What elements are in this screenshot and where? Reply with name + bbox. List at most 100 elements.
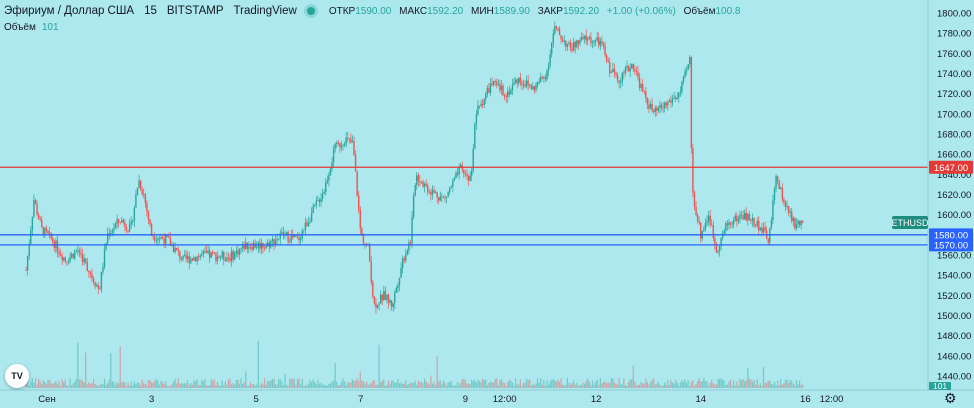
symbol-name[interactable]: Эфириум / Доллар США [4,5,135,17]
volume-axis-label: 101 [933,381,947,391]
volume-bar [646,381,649,388]
candle-body [376,305,379,308]
volume-legend-value: 101 [41,22,59,33]
volume-bar [161,381,164,388]
volume-bar [257,340,259,388]
volume-bar [63,382,65,388]
volume-bar [645,378,647,388]
candle-body [241,244,244,249]
horizontal-lines[interactable] [0,166,928,246]
volume-bar [85,352,87,388]
volume-bar [389,383,391,388]
candle-body [439,196,441,201]
volume-legend[interactable]: Объём 101 [4,22,59,33]
volume-bar [692,380,694,388]
price-tag-1580.00 [929,228,973,242]
volume-bar [227,379,230,388]
volume-bar [643,383,645,388]
volume-bar [574,384,576,388]
volume-bar [769,380,771,388]
candle-body [56,240,59,252]
candle-body [309,221,311,223]
candle-body [33,200,35,217]
volume-bar [515,378,517,388]
candle-body [271,238,274,242]
candle-body [511,84,514,91]
volume-bar [414,380,416,388]
candle-body [265,245,267,248]
volume-bar [301,378,303,388]
volume-bar [632,365,634,388]
candle-body [582,37,584,39]
candle-body [372,282,374,297]
volume-bar [122,381,124,388]
candle-body [81,254,84,263]
candle-body [740,214,743,216]
volume-bar [601,383,603,388]
volume-bar [566,378,568,388]
volume-bar [411,383,413,388]
volume-bar [276,384,278,388]
volume-bar [94,383,96,388]
volume-bar [419,382,421,388]
volume-bar [61,379,63,388]
candle-body [469,175,471,181]
candle-body [106,233,109,244]
candle-body [348,137,350,139]
volume-bar [494,379,496,388]
candle-body [237,250,239,255]
candle-body [88,270,90,272]
candle-body [100,271,103,290]
volume-bar [726,384,729,388]
volume-bar [496,378,498,388]
volume-bar [199,385,201,388]
candle-body [798,220,801,226]
candle-body [205,250,208,254]
candle-body [383,291,385,301]
volume-bar [629,379,631,388]
candle-body [792,217,795,222]
candle-body [566,43,569,47]
interval[interactable]: 15 [144,5,157,17]
candle-body [423,183,426,187]
candle-body [74,251,76,259]
price-tag-label: 1570.00 [934,240,968,251]
volume-bar [474,379,476,388]
volume-bar [475,382,477,388]
time-axis[interactable]: Сен 3 5 7 9 12:00 12 14 16 12:00 [38,394,843,405]
volume-readout-label: Объём [683,5,716,17]
volume-bar [438,381,440,388]
candle-body [342,144,344,146]
volume-bar [717,378,719,388]
volume-bar [220,385,222,388]
volume-bar [453,385,456,388]
volume-bar [491,382,493,388]
volume-bar [329,383,332,388]
candle-body [483,99,485,106]
candle-body [361,228,363,236]
candle-body [219,257,222,259]
candle-body [179,251,181,259]
volume-bar [116,382,118,388]
candle-body [728,222,730,226]
candle-body [572,42,575,51]
x-tick-label: 9 [463,394,468,405]
volume-bar [728,381,730,388]
volume-bar [326,385,328,388]
close-value: 1592.20 [562,5,600,17]
candle-body [276,238,278,241]
volume-bar [540,378,542,388]
volume-bar [697,380,699,388]
volume-bar [756,379,758,388]
gear-icon[interactable]: ⚙ [944,390,957,406]
volume-bar [39,381,41,388]
price-axis[interactable]: 1440.00 1460.00 1480.00 1500.00 1520.00 1540.… [937,9,971,383]
volume-bar [552,379,554,388]
candle-body [602,43,605,46]
candle-body [568,42,570,44]
volume-bar [361,380,363,388]
volume-bar [563,385,565,388]
tradingview-logo-icon[interactable]: TV [5,364,29,388]
candle-body [601,40,603,44]
